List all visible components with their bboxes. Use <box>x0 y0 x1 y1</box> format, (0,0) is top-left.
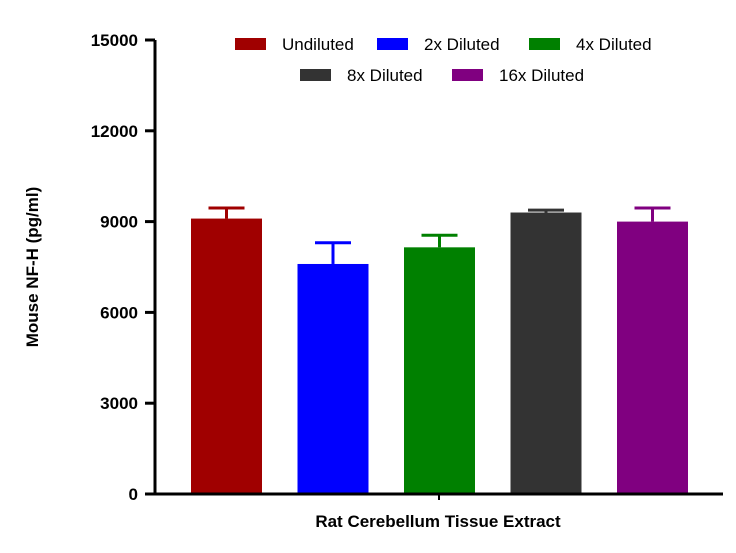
bar <box>510 212 582 494</box>
error-bars-layer <box>208 206 671 264</box>
legend-label: 16x Diluted <box>499 66 584 85</box>
bar <box>191 218 262 494</box>
axes-layer <box>153 40 723 500</box>
y-axis-title: Mouse NF-H (pg/ml) <box>23 187 42 348</box>
legend-swatch <box>377 38 408 50</box>
legend-swatch <box>300 69 331 81</box>
y-ticks-layer: 0 3000 6000 9000 12000 15000 <box>91 31 155 504</box>
legend: Undiluted 2x Diluted 4x Diluted 8x Diluted 1… <box>235 35 652 85</box>
legend-swatch <box>235 38 266 50</box>
legend-label: 4x Diluted <box>576 35 652 54</box>
bar <box>617 221 688 494</box>
x-axis-title: Rat Cerebellum Tissue Extract <box>315 512 561 531</box>
bar <box>297 263 369 494</box>
legend-label: 2x Diluted <box>424 35 500 54</box>
legend-label: 8x Diluted <box>347 66 423 85</box>
y-tick-label: 6000 <box>100 303 138 322</box>
bars-layer <box>191 212 688 494</box>
y-tick-label: 15000 <box>91 31 138 50</box>
legend-swatch <box>452 69 483 81</box>
y-tick-label: 9000 <box>100 213 138 232</box>
y-tick-label: 12000 <box>91 122 138 141</box>
y-tick-label: 3000 <box>100 394 138 413</box>
legend-swatch <box>529 38 560 50</box>
y-tick-label: 0 <box>129 485 138 504</box>
legend-label: Undiluted <box>282 35 354 54</box>
bar <box>404 247 475 494</box>
